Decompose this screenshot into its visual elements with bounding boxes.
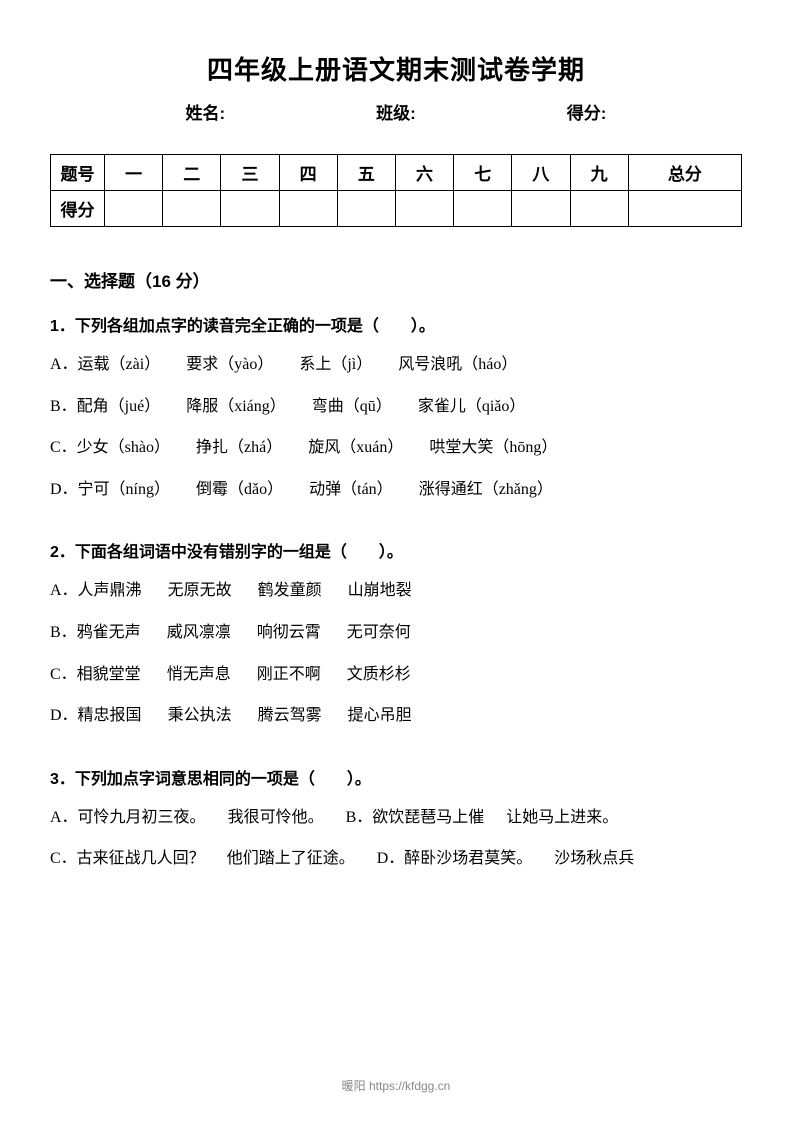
option-segment: 风号浪吼（háo）: [398, 352, 517, 378]
option-segment: 响彻云霄: [257, 620, 321, 646]
option-d: D．宁可（níng） 倒霉（dǎo） 动弹（tán） 涨得通红（zhǎng）: [50, 477, 742, 503]
option-segment: 挣扎（zhá）: [196, 435, 282, 461]
option-segment: 山崩地裂: [348, 578, 412, 604]
col-header: 一: [105, 155, 163, 191]
option-segment: 系上（jì）: [299, 352, 372, 378]
option-c: C．相貌堂堂 悄无声息 刚正不啊 文质杉杉: [50, 662, 742, 688]
row-label: 题号: [51, 155, 105, 191]
question-1: 1．下列各组加点字的读音完全正确的一项是（ ）。 A．运载（zài） 要求（yà…: [50, 312, 742, 502]
score-cell[interactable]: [628, 191, 741, 227]
option-row-ab: A．可怜九月初三夜。 我很可怜他。 B．欲饮琵琶马上催 让她马上进来。: [50, 805, 742, 831]
col-header: 五: [337, 155, 395, 191]
option-a: A．运载（zài） 要求（yào） 系上（jì） 风号浪吼（háo）: [50, 352, 742, 378]
option-segment: 腾云驾雾: [258, 703, 322, 729]
option-segment: 沙场秋点兵: [554, 846, 634, 872]
option-segment: B．配角（jué）: [50, 394, 160, 420]
option-d: D．精忠报国 秉公执法 腾云驾雾 提心吊胆: [50, 703, 742, 729]
col-header: 二: [163, 155, 221, 191]
option-segment: D．精忠报国: [50, 703, 142, 729]
option-segment: 鹤发童颜: [258, 578, 322, 604]
score-cell[interactable]: [395, 191, 453, 227]
col-header: 八: [512, 155, 570, 191]
option-segment: 威风凛凛: [167, 620, 231, 646]
option-segment: 降服（xiáng）: [186, 394, 286, 420]
page-title: 四年级上册语文期末测试卷学期: [50, 50, 742, 87]
option-segment: 让她马上进来。: [506, 805, 618, 831]
score-cell[interactable]: [512, 191, 570, 227]
question-stem: 3．下列加点字词意思相同的一项是（ ）。: [50, 765, 742, 789]
score-cell[interactable]: [105, 191, 163, 227]
option-segment: C．古来征战几人回？: [50, 846, 205, 872]
student-info-row: 姓名: 班级: 得分:: [50, 99, 742, 124]
col-header: 总分: [628, 155, 741, 191]
question-2: 2．下面各组词语中没有错别字的一组是（ ）。 A．人声鼎沸 无原无故 鹤发童颜 …: [50, 538, 742, 728]
option-segment: 旋风（xuán）: [308, 435, 403, 461]
score-cell[interactable]: [454, 191, 512, 227]
option-segment: 涨得通红（zhǎng）: [419, 477, 553, 503]
option-segment: 动弹（tán）: [309, 477, 393, 503]
option-segment: B．鸦雀无声: [50, 620, 141, 646]
name-label: 姓名:: [185, 99, 225, 124]
option-segment: D．宁可（níng）: [50, 477, 170, 503]
option-segment: 家雀儿（qiǎo）: [418, 394, 526, 420]
option-segment: D．醉卧沙场君莫笑。: [377, 846, 533, 872]
question-stem: 2．下面各组词语中没有错别字的一组是（ ）。: [50, 538, 742, 562]
option-segment: 要求（yào）: [186, 352, 273, 378]
question-stem: 1．下列各组加点字的读音完全正确的一项是（ ）。: [50, 312, 742, 336]
score-label: 得分:: [567, 99, 607, 124]
score-cell[interactable]: [570, 191, 628, 227]
option-segment: C．相貌堂堂: [50, 662, 141, 688]
score-cell[interactable]: [221, 191, 279, 227]
option-segment: 提心吊胆: [348, 703, 412, 729]
option-b: B．配角（jué） 降服（xiáng） 弯曲（qū） 家雀儿（qiǎo）: [50, 394, 742, 420]
table-row: 得分: [51, 191, 742, 227]
table-row: 题号 一 二 三 四 五 六 七 八 九 总分: [51, 155, 742, 191]
option-segment: 悄无声息: [167, 662, 231, 688]
option-segment: 倒霉（dǎo）: [196, 477, 283, 503]
option-segment: 哄堂大笑（hōng）: [429, 435, 557, 461]
score-cell[interactable]: [279, 191, 337, 227]
option-b: B．鸦雀无声 威风凛凛 响彻云霄 无可奈何: [50, 620, 742, 646]
option-segment: A．可怜九月初三夜。: [50, 805, 206, 831]
option-segment: C．少女（shào）: [50, 435, 170, 461]
class-label: 班级:: [376, 99, 416, 124]
option-segment: 弯曲（qū）: [312, 394, 392, 420]
page-footer: 暖阳 https://kfdgg.cn: [0, 1077, 792, 1094]
col-header: 三: [221, 155, 279, 191]
option-c: C．少女（shào） 挣扎（zhá） 旋风（xuán） 哄堂大笑（hōng）: [50, 435, 742, 461]
option-segment: 我很可怜他。: [228, 805, 324, 831]
option-segment: B．欲饮琵琶马上催: [346, 805, 485, 831]
score-cell[interactable]: [337, 191, 395, 227]
option-segment: A．运载（zài）: [50, 352, 160, 378]
option-segment: 文质杉杉: [347, 662, 411, 688]
option-a: A．人声鼎沸 无原无故 鹤发童颜 山崩地裂: [50, 578, 742, 604]
col-header: 七: [454, 155, 512, 191]
question-3: 3．下列加点字词意思相同的一项是（ ）。 A．可怜九月初三夜。 我很可怜他。 B…: [50, 765, 742, 872]
option-segment: 他们踏上了征途。: [227, 846, 355, 872]
row-label: 得分: [51, 191, 105, 227]
col-header: 四: [279, 155, 337, 191]
score-table: 题号 一 二 三 四 五 六 七 八 九 总分 得分: [50, 154, 742, 227]
option-segment: 秉公执法: [168, 703, 232, 729]
option-segment: A．人声鼎沸: [50, 578, 142, 604]
option-segment: 刚正不啊: [257, 662, 321, 688]
col-header: 六: [395, 155, 453, 191]
option-segment: 无原无故: [168, 578, 232, 604]
option-row-cd: C．古来征战几人回？ 他们踏上了征途。 D．醉卧沙场君莫笑。 沙场秋点兵: [50, 846, 742, 872]
col-header: 九: [570, 155, 628, 191]
score-cell[interactable]: [163, 191, 221, 227]
section-title: 一、选择题（16 分）: [50, 267, 742, 292]
option-segment: 无可奈何: [347, 620, 411, 646]
